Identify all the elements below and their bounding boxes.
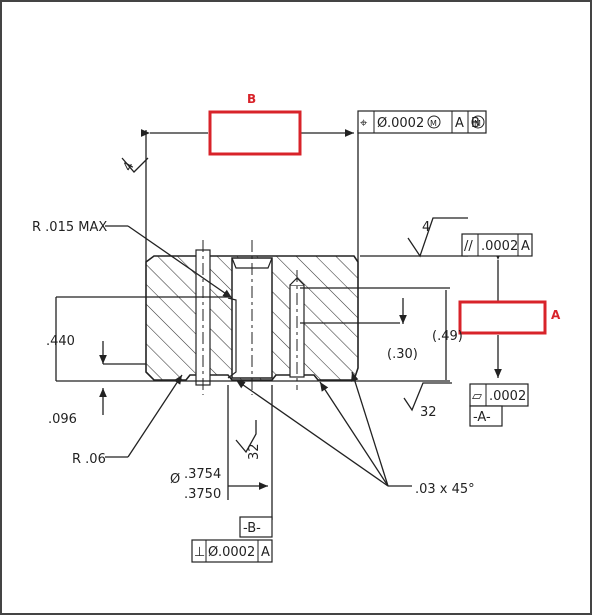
- radius-015-label: R .015 MAX: [32, 220, 107, 235]
- radius-06-label: R .06: [72, 452, 106, 467]
- svg-text:Ø: Ø: [377, 116, 387, 131]
- svg-text:M: M: [474, 119, 481, 128]
- svg-text:A: A: [455, 116, 464, 131]
- flatness-icon: ▱: [472, 389, 482, 404]
- position-icon: ⌖: [360, 116, 368, 131]
- datum-a: -A-: [473, 410, 491, 425]
- callout-label-b: B: [247, 92, 256, 106]
- finish-32-bore-label: 32: [247, 443, 262, 460]
- dim-096-label: .096: [48, 412, 77, 427]
- svg-text:Ø: Ø: [208, 545, 218, 560]
- perpendicular-icon: ⊥: [194, 545, 205, 560]
- callout-box-b[interactable]: [208, 110, 302, 156]
- callout-box-a[interactable]: [458, 300, 547, 335]
- svg-text:A: A: [521, 239, 530, 254]
- dia-min-label: .3750: [184, 487, 221, 502]
- svg-text:.0002: .0002: [481, 239, 518, 254]
- finish-top-label: 4: [422, 220, 430, 235]
- parallel-icon: //: [464, 239, 473, 254]
- svg-text:.0002: .0002: [387, 116, 424, 131]
- finish-32-bottom-label: 32: [420, 405, 437, 420]
- chamfer-label: .03 x 45°: [415, 482, 475, 497]
- fcf-perpendicularity: -B- ⊥ Ø .0002 A: [191, 516, 273, 563]
- svg-text:A: A: [261, 545, 270, 560]
- svg-text:.0002: .0002: [218, 545, 255, 560]
- dim-440-label: .440: [46, 334, 75, 349]
- svg-text:.0002: .0002: [489, 389, 526, 404]
- fcf-parallelism: // .0002 A: [461, 233, 533, 257]
- dimension-lines: [55, 129, 502, 520]
- dia-sym-label: Ø: [170, 472, 180, 487]
- fcf-flatness: ▱ .0002 -A-: [469, 383, 529, 427]
- dia-max-label: .3754: [184, 467, 221, 482]
- callout-label-a: A: [551, 308, 561, 322]
- dim-49-label: (.49): [432, 329, 463, 344]
- part-section: [145, 240, 359, 395]
- dim-30-label: (.30): [387, 347, 418, 362]
- datum-b: -B-: [243, 521, 261, 536]
- svg-text:B: B: [471, 116, 480, 131]
- svg-text:M: M: [430, 119, 437, 128]
- fcf-position: ⌖ Ø .0002 M A B M: [357, 110, 487, 134]
